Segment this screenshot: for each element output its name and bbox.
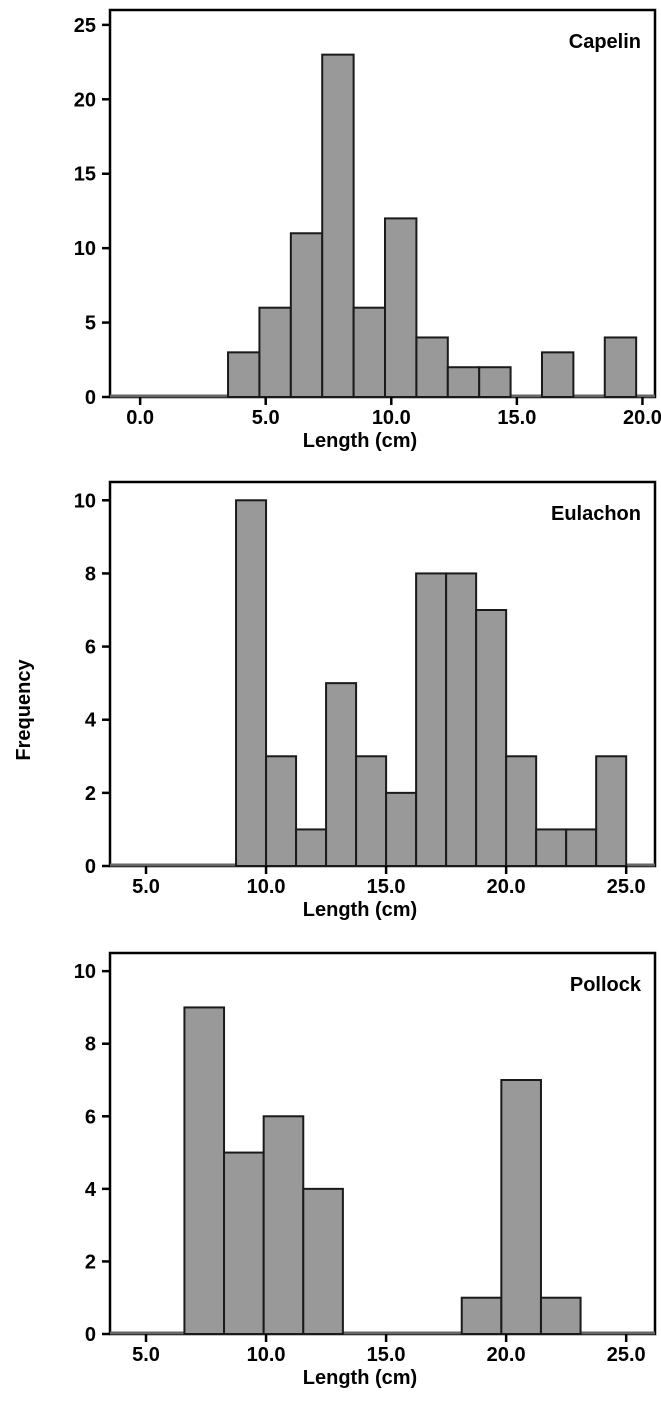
x-tick-label: 5.0 xyxy=(132,1344,160,1366)
y-tick-label: 6 xyxy=(85,637,96,659)
x-tick-label: 20.0 xyxy=(487,1344,526,1366)
y-tick-label: 0 xyxy=(85,387,96,409)
x-axis-title: Length (cm) xyxy=(303,430,417,452)
histogram-bar xyxy=(227,351,261,399)
y-tick-label: 6 xyxy=(85,1106,96,1128)
x-tick-label: 20.0 xyxy=(487,876,526,898)
histogram-bar xyxy=(595,755,628,867)
y-tick-label: 8 xyxy=(85,1034,96,1056)
histogram-bar xyxy=(302,1187,344,1336)
histogram-bar xyxy=(540,351,575,399)
x-tick-label: 20.0 xyxy=(623,407,661,429)
x-tick-label: 5.0 xyxy=(252,407,280,429)
y-tick-label: 8 xyxy=(85,563,96,585)
x-axis-title: Length (cm) xyxy=(303,1367,417,1389)
histogram-bar xyxy=(384,217,418,398)
y-tick-label: 15 xyxy=(74,164,96,186)
histogram-bar xyxy=(535,828,568,868)
y-tick-label: 20 xyxy=(74,89,96,111)
histogram-bar xyxy=(505,755,538,867)
histogram-bar xyxy=(446,366,481,399)
panel-species-label: Capelin xyxy=(569,31,641,53)
panel-pollock: 0 2 4 6 8 10 5.0 10.0 15.0 20.0 25.0 Length (cm) Pol… xyxy=(74,951,657,1389)
y-tick-label: 0 xyxy=(85,856,96,878)
histogram-bar xyxy=(385,791,418,867)
histogram-bar xyxy=(355,755,388,867)
y-tick-label: 10 xyxy=(74,238,96,260)
histogram-bar xyxy=(325,682,358,868)
histogram-bar xyxy=(415,572,448,868)
histogram-bar xyxy=(262,1115,305,1336)
y-tick-label: 10 xyxy=(74,490,96,512)
histogram-bar xyxy=(321,53,355,399)
y-axis-label: Frequency xyxy=(13,659,35,761)
histogram-bar xyxy=(183,1006,226,1336)
histogram-bar xyxy=(445,572,478,868)
histogram-bar xyxy=(539,1296,582,1335)
histogram-bar xyxy=(352,306,387,399)
histogram-bar xyxy=(415,336,449,399)
histogram-bar xyxy=(223,1151,265,1335)
x-tick-label: 0.0 xyxy=(126,407,154,429)
histogram-bar xyxy=(460,1296,503,1335)
panel-species-label: Eulachon xyxy=(551,503,641,525)
x-tick-label: 15.0 xyxy=(367,876,406,898)
y-tick-label: 10 xyxy=(74,961,96,983)
panel-species-label: Pollock xyxy=(570,974,642,996)
panel-capelin: 0 5 10 15 20 25 0.0 5.0 10.0 15.0 20.0 Length (cm) C… xyxy=(74,8,661,452)
histogram-bar xyxy=(235,499,268,867)
y-tick-label: 5 xyxy=(85,313,96,335)
x-tick-label: 10.0 xyxy=(372,407,411,429)
histogram-bar xyxy=(565,828,598,868)
histogram-bar xyxy=(295,828,328,868)
x-tick-label: 15.0 xyxy=(497,407,536,429)
panel-eulachon: 0 2 4 6 8 10 5.0 10.0 15.0 20.0 25.0 Length (cm) Eul… xyxy=(74,480,657,921)
y-tick-label: 4 xyxy=(85,1179,97,1201)
y-tick-label: 2 xyxy=(85,1251,96,1273)
y-tick-label: 25 xyxy=(74,15,96,37)
histogram-bar xyxy=(603,336,638,399)
histogram-bar xyxy=(265,755,298,867)
histogram-bar xyxy=(500,1079,542,1335)
histogram-bar xyxy=(258,306,292,399)
x-tick-label: 5.0 xyxy=(132,876,160,898)
histogram-bar xyxy=(289,232,324,398)
y-tick-label: 2 xyxy=(85,783,96,805)
x-tick-label: 25.0 xyxy=(607,876,646,898)
y-tick-label: 0 xyxy=(85,1324,96,1346)
y-tick-label: 4 xyxy=(85,710,97,732)
histogram-bar xyxy=(478,366,512,399)
histogram-bar xyxy=(475,609,508,867)
x-axis-title: Length (cm) xyxy=(303,899,417,921)
x-tick-label: 25.0 xyxy=(607,1344,646,1366)
x-tick-label: 10.0 xyxy=(247,876,286,898)
x-tick-label: 15.0 xyxy=(367,1344,406,1366)
x-tick-label: 10.0 xyxy=(247,1344,286,1366)
